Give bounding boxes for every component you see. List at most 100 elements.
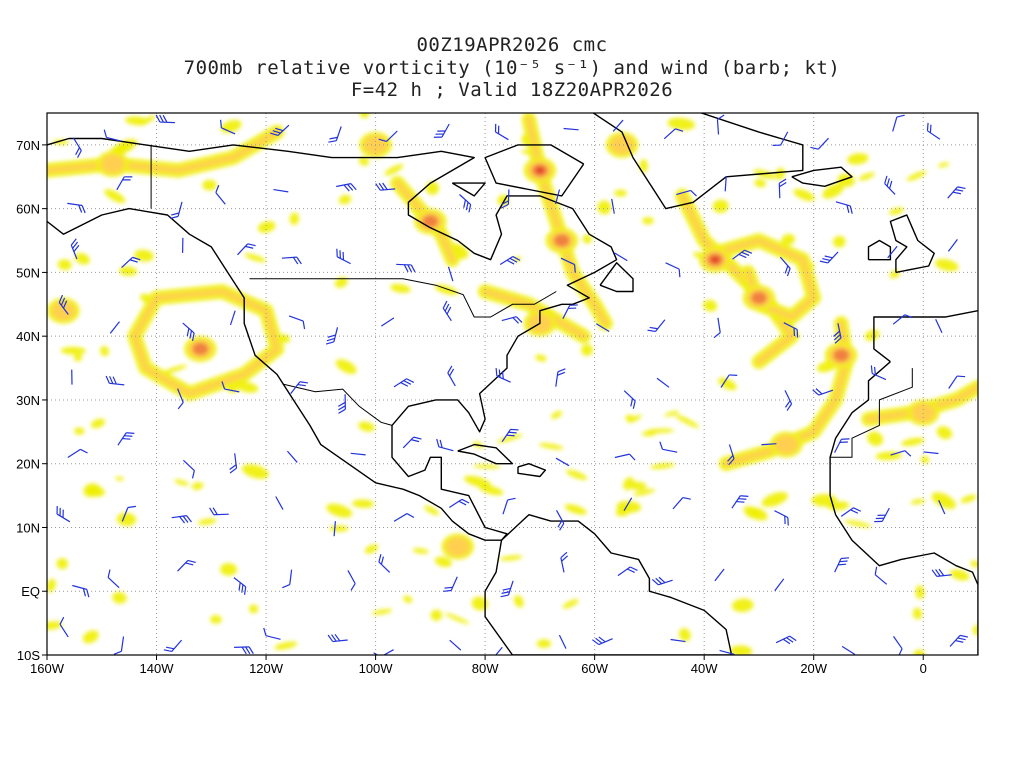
wind-barb xyxy=(333,521,336,537)
wind-barb xyxy=(113,636,125,655)
vorticity-speckle xyxy=(920,455,930,464)
vorticity-speckle xyxy=(249,604,259,614)
wind-barb xyxy=(783,322,799,338)
wind-barb xyxy=(834,438,850,453)
chart-title-line3: F=42 h ; Valid 18Z20APR2026 xyxy=(350,79,674,101)
vorticity-speckle xyxy=(115,476,124,481)
wind-barb xyxy=(774,510,789,526)
chart-title-line1: 00Z19APR2026 cmc xyxy=(416,34,608,56)
wind-barb xyxy=(219,119,236,135)
vorticity-speckle xyxy=(87,486,105,497)
vorticity-speckle xyxy=(56,558,69,570)
wind-barb xyxy=(938,500,946,515)
country-border xyxy=(282,383,393,426)
wind-barb xyxy=(495,368,511,383)
wind-barb xyxy=(117,432,135,446)
wind-barb xyxy=(237,243,256,256)
wind-barb xyxy=(107,569,120,589)
wind-barb xyxy=(393,513,415,522)
wind-barb xyxy=(433,123,450,138)
vorticity-speckle xyxy=(464,475,492,488)
wind-barb xyxy=(727,444,735,466)
wind-barb xyxy=(884,175,896,195)
wind-barb xyxy=(761,443,777,446)
vorticity-speckle xyxy=(551,410,563,419)
vorticity-speckle xyxy=(329,525,349,532)
wind-barb xyxy=(659,441,678,453)
coastline-hudson-bay-islands xyxy=(451,182,486,197)
vorticity-speckle xyxy=(901,437,925,447)
vorticity-speckle xyxy=(582,234,592,244)
wind-barb xyxy=(328,126,342,143)
wind-barb xyxy=(720,374,738,388)
vorticity-speckle xyxy=(633,488,656,496)
wind-barb xyxy=(555,510,565,531)
wind-barb xyxy=(665,262,681,278)
vorticity-core xyxy=(422,215,439,228)
vorticity-speckle xyxy=(775,167,785,180)
vorticity-core xyxy=(833,348,850,362)
plot-area xyxy=(47,113,978,655)
vorticity-speckle xyxy=(104,189,126,204)
wind-barb xyxy=(492,646,503,655)
vorticity-speckle xyxy=(326,503,353,518)
wind-barb xyxy=(56,506,71,523)
wind-barb xyxy=(402,436,422,449)
x-tick-label: 140W xyxy=(140,661,175,676)
wind-barb xyxy=(779,256,791,277)
vorticity-speckle xyxy=(936,426,953,440)
vorticity-speckle xyxy=(73,354,83,362)
vorticity-core xyxy=(774,434,799,455)
vorticity-speckle xyxy=(664,410,679,417)
wind-barb xyxy=(716,114,725,135)
wind-barb xyxy=(887,245,898,259)
wind-barb xyxy=(290,381,308,394)
wind-barb xyxy=(775,635,797,645)
vorticity-speckle xyxy=(116,512,137,527)
wind-barb xyxy=(72,584,90,598)
vorticity-core xyxy=(100,154,125,174)
wind-barb xyxy=(672,496,691,510)
wind-barb xyxy=(177,388,184,410)
wind-barb xyxy=(596,323,610,333)
wind-barb xyxy=(282,569,293,589)
wind-barb xyxy=(281,256,302,265)
coastline-hispaniola xyxy=(517,463,547,478)
coastline-africa xyxy=(829,361,978,655)
y-tick-label: 40N xyxy=(16,329,40,344)
vorticity-core xyxy=(553,234,570,247)
vorticity-band-core xyxy=(131,288,280,397)
axis-ticks: 160W 140W 120W 100W 80W 60W 40W 20W 0 70N 60N 50N 40… xyxy=(16,138,927,676)
wind-barb xyxy=(812,388,834,396)
wind-barb xyxy=(784,390,793,411)
wind-barb xyxy=(443,576,458,592)
vorticity-shading xyxy=(47,113,978,655)
wind-barb xyxy=(647,319,666,333)
wind-barb xyxy=(774,578,785,592)
wind-barb xyxy=(893,636,903,655)
wind-barb xyxy=(713,317,721,339)
vorticity-speckle xyxy=(60,346,87,355)
vorticity-speckle xyxy=(641,431,657,437)
vorticity-speckle xyxy=(174,479,189,486)
vorticity-speckle xyxy=(73,427,85,435)
wind-barb xyxy=(612,119,624,132)
vorticity-speckle xyxy=(730,645,753,655)
wind-barb xyxy=(772,131,789,146)
vorticity-speckle xyxy=(161,364,188,375)
wind-barb xyxy=(494,123,509,141)
vorticity-speckle xyxy=(403,595,413,603)
vorticity-speckle xyxy=(47,578,56,593)
vorticity-speckle xyxy=(844,520,872,528)
wind-barb xyxy=(663,128,684,140)
vorticity-speckle xyxy=(112,591,127,604)
wind-barb xyxy=(874,507,890,523)
wind-barb xyxy=(336,183,357,192)
vorticity-speckle xyxy=(100,346,109,357)
vorticity-speckle xyxy=(257,221,276,233)
vorticity-speckle xyxy=(536,639,552,649)
vorticity-speckle xyxy=(479,485,504,496)
vorticity-speckle xyxy=(597,200,612,215)
vorticity-speckle xyxy=(358,156,369,166)
vorticity-speckle xyxy=(202,179,217,191)
